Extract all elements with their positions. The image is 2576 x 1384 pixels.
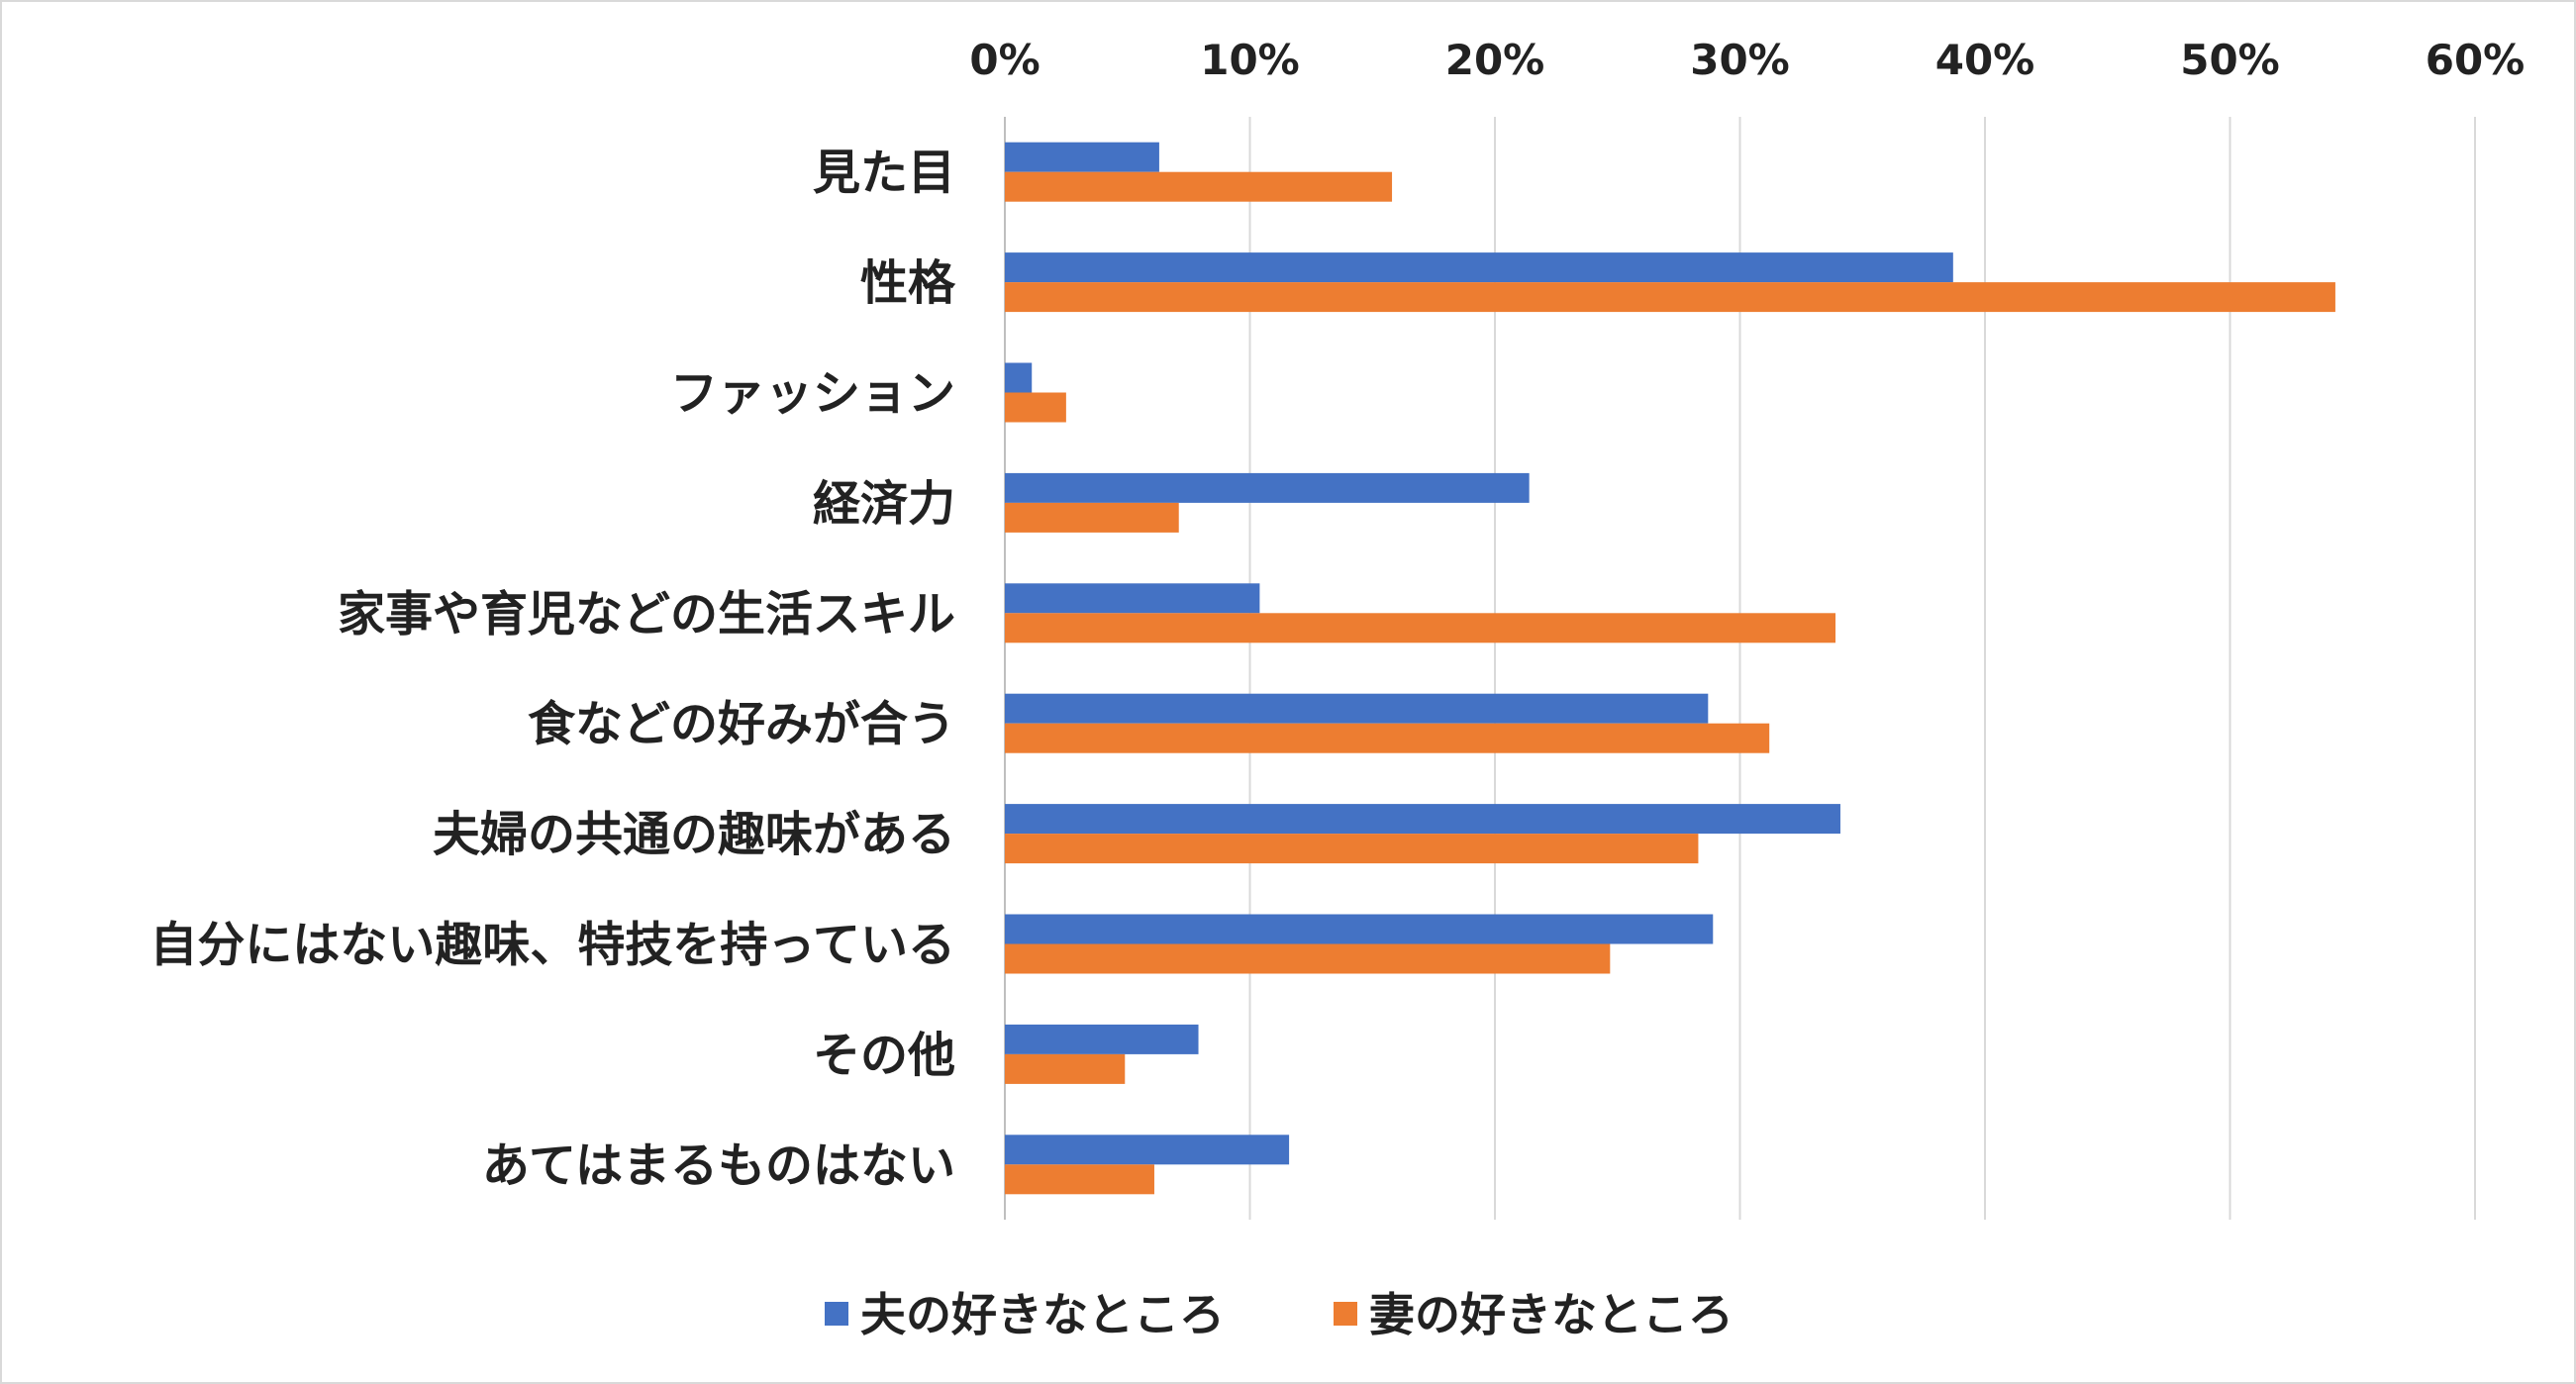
legend-label: 妻の好きなところ — [1369, 1288, 1734, 1341]
bar-husband — [1005, 693, 1709, 724]
category-label: 家事や育児などの生活スキル — [338, 586, 955, 642]
bar-wife — [1005, 1053, 1126, 1084]
bar-husband — [1005, 914, 1714, 944]
category-label: 食などの好みが合う — [528, 697, 955, 752]
bar-wife — [1005, 392, 1066, 423]
category-labels: 見た目性格ファッション経済力家事や育児などの生活スキル食などの好みが合う夫婦の共… — [149, 146, 956, 1194]
bar-husband — [1005, 142, 1159, 172]
bar-wife — [1005, 613, 1836, 643]
x-tick-label: 20% — [1445, 36, 1545, 84]
x-tick-label: 30% — [1690, 36, 1790, 84]
bar-wife — [1005, 1164, 1154, 1195]
bar-husband — [1005, 472, 1530, 503]
bar-wife — [1005, 171, 1393, 202]
bar-wife — [1005, 943, 1611, 974]
bar-husband — [1005, 583, 1260, 614]
bar-husband — [1005, 1135, 1290, 1165]
bar-wife — [1005, 282, 2335, 313]
x-axis-tick-labels: 0% 10% 20% 30% 40% 50% 60% — [969, 36, 2525, 84]
legend-swatch — [1334, 1302, 1357, 1326]
bar-husband — [1005, 1024, 1199, 1054]
category-label: あてはまるものはない — [482, 1137, 955, 1193]
bars — [1005, 142, 2335, 1195]
bar-husband — [1005, 252, 1953, 283]
category-label: 性格 — [860, 255, 956, 311]
bar-wife — [1005, 502, 1179, 533]
category-label: 見た目 — [813, 146, 955, 201]
legend-label: 夫の好きなところ — [860, 1288, 1225, 1341]
bar-wife — [1005, 834, 1699, 864]
x-tick-label: 40% — [1935, 36, 2035, 84]
category-label: 自分にはない趣味、特技を持っている — [149, 918, 955, 973]
category-label: 夫婦の共通の趣味がある — [433, 807, 955, 862]
category-label: ファッション — [670, 366, 955, 422]
x-tick-label: 50% — [2180, 36, 2280, 84]
legend-swatch — [825, 1302, 848, 1326]
legend: 夫の好きなところ 妻の好きなところ — [825, 1288, 1734, 1341]
category-label: 経済力 — [813, 476, 955, 532]
category-label: その他 — [813, 1028, 955, 1083]
bar-wife — [1005, 723, 1770, 753]
x-tick-label: 0% — [969, 36, 1040, 84]
bar-husband — [1005, 362, 1033, 393]
x-tick-label: 10% — [1200, 36, 1300, 84]
bar-husband — [1005, 804, 1840, 835]
x-tick-label: 60% — [2426, 36, 2526, 84]
